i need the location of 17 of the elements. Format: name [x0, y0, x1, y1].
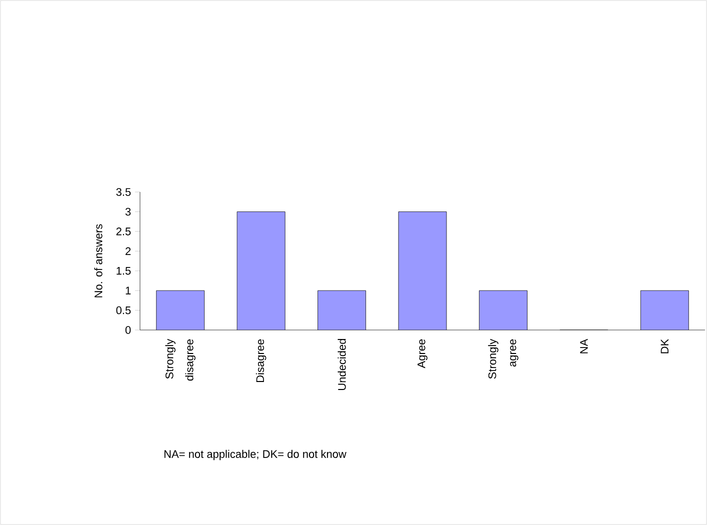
text: NA= not applicable; DK= do not know — [164, 450, 346, 460]
y-tick-label: 3.5 — [116, 188, 131, 196]
y-axis-title: No. of answers — [94, 224, 102, 298]
x-tick-label: NA — [580, 338, 588, 354]
x-tick-label: Agree — [418, 339, 428, 368]
x-tick-label: Strongly agree — [488, 338, 518, 379]
y-tick-label: 3 — [125, 208, 131, 216]
x-tick-label: DK — [660, 338, 668, 354]
y-tick-label: 2.5 — [116, 228, 131, 236]
y-tick-label: 2 — [126, 247, 131, 255]
y-tick-label: 1.5 — [116, 267, 131, 275]
x-tick-label: Disagree — [256, 339, 266, 382]
y-tick-label: 1 — [126, 286, 131, 294]
x-tick-label: Undecided — [338, 338, 346, 390]
x-tick-label: Strongly disagree — [165, 338, 196, 381]
y-tick-label: 0 — [125, 326, 131, 334]
y-tick-label: 0.5 — [116, 306, 131, 314]
